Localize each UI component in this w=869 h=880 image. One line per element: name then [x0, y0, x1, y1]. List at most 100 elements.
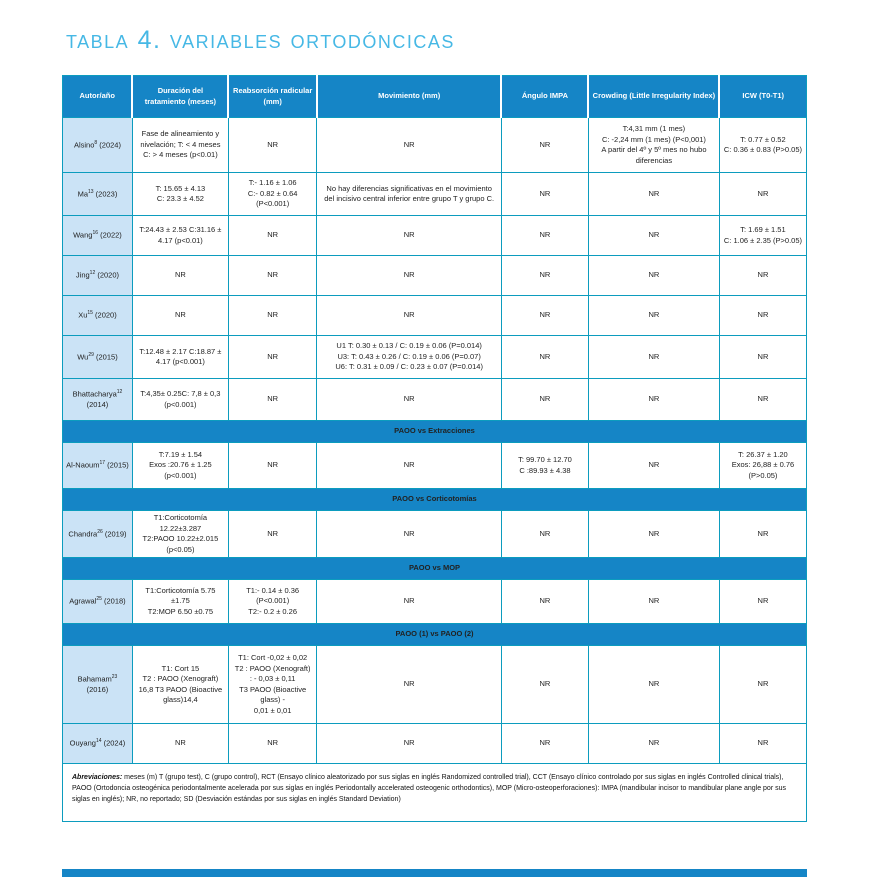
author-year: (2018) [101, 596, 126, 606]
section-row: PAOO vs MOP [62, 557, 807, 580]
author-cell: Alsino8 (2024) [62, 117, 133, 173]
author-cell: Bahamam23 (2016) [62, 645, 133, 724]
data-cell: T: 1.69 ± 1.51 C: 1.06 ± 2.35 (P>0.05) [718, 215, 808, 256]
citation-ref: 12 [116, 388, 123, 395]
data-cell: NR [316, 645, 502, 724]
data-cell: NR [500, 335, 589, 379]
column-header-impa: Ángulo IMPA [500, 75, 589, 118]
author-cell: Chandra26 (2019) [62, 510, 133, 558]
author-cell: Bhattacharya12 (2014) [62, 378, 133, 421]
author-cell: Ma13 (2023) [62, 172, 133, 216]
data-cell: NR [587, 442, 720, 489]
data-cell: T:24.43 ± 2.53 C:31.16 ± 4.17 (p<0.01) [131, 215, 229, 256]
author-year: (2020) [92, 310, 117, 320]
citation-ref: 16 [92, 230, 99, 236]
data-cell: T:4,31 mm (1 mes) C: -2,24 mm (1 mes) (P… [587, 117, 720, 173]
citation-ref: 8 [94, 139, 98, 146]
data-cell: NR [316, 378, 502, 421]
data-cell: NR [227, 378, 318, 421]
author-name: Al-Naoum [66, 460, 100, 470]
author-name: Bhattacharya [72, 389, 117, 399]
author-name: Wang [73, 230, 93, 240]
data-cell: NR [718, 579, 808, 624]
data-cell: NR [500, 510, 589, 558]
data-cell: NR [227, 117, 318, 173]
data-cell: NR [587, 378, 720, 421]
column-header-crowding: Crowding (Little Irregularity Index) [587, 75, 720, 118]
table-row: Wu29 (2015) T:12.48 ± 2.17 C:18.87 ± 4.17… [62, 335, 808, 379]
data-cell: NR [587, 335, 720, 379]
citation-ref: 13 [88, 188, 94, 195]
data-cell: NR [131, 255, 229, 296]
author-year: (2023) [93, 189, 118, 198]
data-cell: T:- 1.16 ± 1.06 C:- 0.82 ± 0.64 (P<0.001… [227, 172, 318, 216]
data-cell: NR [587, 215, 720, 256]
author-year: (2024) [97, 140, 121, 149]
data-cell: T1:Corticotomía 12.22±3.287 T2:PAOO 10.2… [131, 510, 229, 558]
author-year: (2024) [101, 738, 126, 748]
table-row: Bahamam23 (2016) T1: Cort 15 T2 : PAOO (X… [62, 645, 808, 724]
section-row: PAOO vs Extracciones [62, 420, 807, 443]
data-cell: NR [718, 295, 808, 336]
data-cell: NR [500, 378, 589, 421]
table-row: Agrawal25 (2018) T1:Corticotomía 5.75 ±1.… [62, 579, 808, 624]
data-cell: NR [587, 295, 720, 336]
section-header: PAOO vs MOP [62, 557, 807, 580]
data-cell: NR [718, 172, 808, 216]
table-row: Al-Naoum17 (2015) T:7.19 ± 1.54 Exos :20.… [62, 442, 808, 489]
data-cell: NR [587, 579, 720, 624]
author-cell: Agrawal25 (2018) [62, 579, 133, 624]
data-cell: NR [227, 335, 318, 379]
author-year: (2015) [105, 460, 129, 470]
citation-ref: 15 [87, 310, 93, 316]
author-year: (2015) [93, 352, 118, 361]
footnote-text: meses (m) T (grupo test), C (grupo contr… [72, 774, 786, 804]
data-cell: NR [227, 255, 318, 296]
author-name: Bahamam [77, 674, 112, 684]
data-cell: T1: Cort 15 T2 : PAOO (Xenograft) 16,8 T… [131, 645, 229, 724]
section-row: PAOO vs Corticotomías [62, 488, 807, 511]
data-cell: NR [227, 510, 318, 558]
page-title: Tabla 4. Variables ortodóncicas [66, 26, 455, 54]
table-row: Bhattacharya12 (2014) T:4,35± 0.25C: 7,8 … [62, 378, 808, 421]
header-row: Autor/año Duración del tratamiento (mese… [62, 75, 808, 118]
data-cell: T:4,35± 0.25C: 7,8 ± 0,3 (p<0.001) [131, 378, 229, 421]
data-cell: U1 T: 0.30 ± 0.13 / C: 0.19 ± 0.06 (P=0.… [316, 335, 502, 379]
author-cell: Wang16 (2022) [62, 215, 133, 256]
table-container: Autor/año Duración del tratamiento (mese… [62, 75, 808, 822]
author-cell: Al-Naoum17 (2015) [62, 442, 133, 489]
citation-ref: 29 [88, 351, 94, 358]
data-cell: Fase de alineamiento y nivelación; T: < … [131, 117, 229, 173]
author-name: Wu [77, 352, 89, 361]
section-header: PAOO (1) vs PAOO (2) [62, 623, 807, 646]
footnote-label: Abreviaciones: [72, 774, 123, 781]
citation-ref: 12 [89, 270, 96, 276]
data-cell: NR [500, 723, 589, 764]
data-cell: NR [587, 255, 720, 296]
data-cell: NR [316, 295, 502, 336]
data-cell: NR [500, 117, 589, 173]
citation-ref: 17 [99, 460, 106, 466]
data-cell: NR [316, 442, 502, 489]
data-cell: NR [587, 645, 720, 724]
table-row: Jing12 (2020) NR NR NR NR NR NR [62, 255, 808, 296]
data-cell: NR [500, 295, 589, 336]
data-cell: NR [316, 215, 502, 256]
author-name: Ma [77, 189, 88, 198]
table-row: Wang16 (2022) T:24.43 ± 2.53 C:31.16 ± 4.… [62, 215, 808, 256]
data-cell: NR [316, 723, 502, 764]
data-cell: T: 0.77 ± 0.52 C: 0.36 ± 0.83 (P>0.05) [718, 117, 808, 173]
table-row: Alsino8 (2024) Fase de alineamiento y niv… [62, 117, 808, 173]
column-header-icw: ICW (T0-T1) [718, 75, 808, 118]
data-cell: T1:- 0.14 ± 0.36 (P<0.001) T2:- 0.2 ± 0.… [227, 579, 318, 624]
author-year: (2016) [86, 684, 109, 694]
section-header: PAOO vs Corticotomías [62, 488, 807, 511]
data-cell: NR [500, 215, 589, 256]
author-cell: Xu15 (2020) [62, 295, 133, 336]
data-cell: NR [718, 335, 808, 379]
data-cell: NR [500, 255, 589, 296]
data-cell: NR [227, 723, 318, 764]
data-cell: No hay diferencias significativas en el … [316, 172, 502, 216]
table-row: Xu15 (2020) NR NR NR NR NR NR [62, 295, 808, 336]
